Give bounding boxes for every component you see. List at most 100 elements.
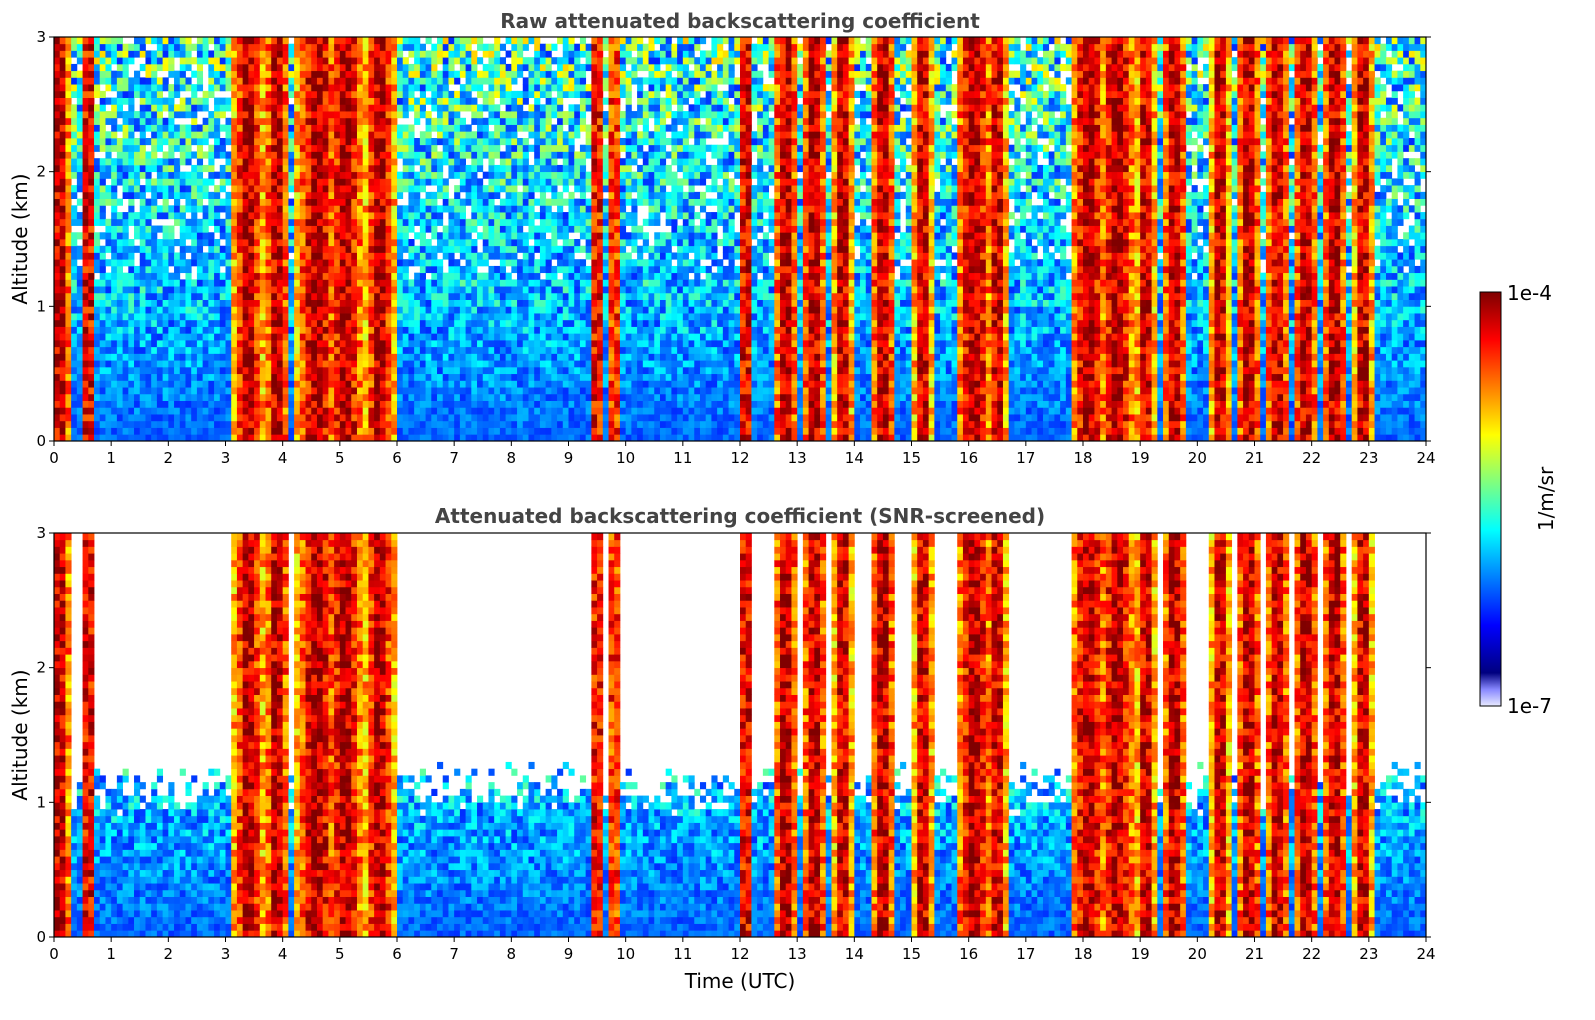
heatmap-cell <box>454 326 461 334</box>
heatmap-cell <box>202 37 209 45</box>
heatmap-cell <box>294 144 301 152</box>
heatmap-cell <box>76 158 83 166</box>
heatmap-cell <box>414 326 421 334</box>
heatmap-cell <box>362 380 369 388</box>
heatmap-cell <box>385 414 392 422</box>
heatmap-cell <box>305 252 312 260</box>
heatmap-cell <box>231 158 238 166</box>
heatmap-cell <box>522 387 529 395</box>
heatmap-cell <box>162 138 169 146</box>
heatmap-cell <box>505 171 512 179</box>
heatmap-cell <box>305 158 312 166</box>
heatmap-cell <box>345 366 352 375</box>
heatmap-cell <box>88 70 95 78</box>
heatmap-cell <box>151 292 158 300</box>
heatmap-cell <box>99 259 106 267</box>
heatmap-cell <box>356 117 364 125</box>
heatmap-cell <box>362 387 369 395</box>
heatmap-cell <box>185 205 192 213</box>
heatmap-cell <box>419 360 426 368</box>
heatmap-cell <box>402 265 409 274</box>
heatmap-cell <box>299 420 306 428</box>
heatmap-cell <box>534 151 541 159</box>
heatmap-cell <box>54 138 61 146</box>
heatmap-cell <box>339 212 346 220</box>
heatmap-cell <box>522 111 529 119</box>
heatmap-cell <box>99 232 106 240</box>
heatmap-cell <box>385 306 392 314</box>
heatmap-cell <box>248 84 255 92</box>
heatmap-cell <box>528 326 535 334</box>
heatmap-cell <box>128 414 135 422</box>
heatmap-cell <box>316 138 324 146</box>
heatmap-cell <box>202 218 209 226</box>
heatmap-cell <box>299 252 306 260</box>
heatmap-cell <box>471 333 478 341</box>
heatmap-cell <box>276 57 284 65</box>
heatmap-cell <box>65 279 72 287</box>
heatmap-cell <box>134 232 141 240</box>
heatmap-cell <box>339 151 346 159</box>
heatmap-cell <box>248 124 255 132</box>
heatmap-cell <box>82 171 89 179</box>
heatmap-cell <box>185 427 192 435</box>
heatmap-cell <box>156 131 164 139</box>
heatmap-cell <box>208 292 215 300</box>
heatmap-cell <box>231 380 238 388</box>
heatmap-cell <box>122 57 129 65</box>
heatmap-cell <box>368 393 375 401</box>
heatmap-cell <box>208 57 215 65</box>
heatmap-cell <box>545 63 552 72</box>
heatmap-cell <box>551 232 558 240</box>
heatmap-cell <box>362 360 369 368</box>
heatmap-cell <box>311 185 318 193</box>
heatmap-cell <box>437 185 444 193</box>
heatmap-cell <box>231 90 238 98</box>
heatmap-cell <box>471 77 478 85</box>
heatmap-cell <box>214 239 221 247</box>
heatmap-cell <box>551 380 558 388</box>
heatmap-cell <box>242 400 249 408</box>
heatmap-cell <box>191 387 198 395</box>
heatmap-cell <box>482 333 489 341</box>
heatmap-cell <box>202 90 209 98</box>
heatmap-cell <box>522 144 529 152</box>
heatmap-cell <box>128 104 135 112</box>
heatmap-cell <box>448 158 455 166</box>
heatmap-cell <box>128 164 135 173</box>
heatmap-cell <box>259 111 266 119</box>
heatmap-cell <box>105 292 112 300</box>
heatmap-cell <box>534 299 541 307</box>
heatmap-cell <box>122 299 129 307</box>
heatmap-cell <box>99 212 106 220</box>
heatmap-cell <box>425 158 432 166</box>
heatmap-cell <box>414 178 421 186</box>
heatmap-cell <box>402 90 409 98</box>
heatmap-cell <box>242 286 249 294</box>
heatmap-cell <box>282 111 289 119</box>
heatmap-cell <box>236 252 244 260</box>
heatmap-cell <box>59 407 66 415</box>
heatmap-cell <box>259 252 266 260</box>
heatmap-cell <box>374 313 381 321</box>
heatmap-cell <box>322 90 329 98</box>
heatmap-cell <box>82 84 89 92</box>
heatmap-cell <box>208 346 215 354</box>
heatmap-cell <box>271 259 278 267</box>
heatmap-cell <box>134 171 141 179</box>
heatmap-cell <box>71 43 78 51</box>
heatmap-cell <box>225 43 232 51</box>
heatmap-cell <box>265 97 272 105</box>
heatmap-cell <box>294 286 301 294</box>
heatmap-cell <box>551 353 558 361</box>
heatmap-cell <box>236 77 244 85</box>
heatmap-cell <box>76 414 83 422</box>
heatmap-cell <box>76 299 83 307</box>
heatmap-cell <box>505 407 512 415</box>
heatmap-cell <box>334 272 341 280</box>
heatmap-cell <box>99 171 106 179</box>
heatmap-cell <box>231 164 238 173</box>
heatmap-cell <box>379 104 386 112</box>
heatmap-cell <box>54 57 61 65</box>
heatmap-cell <box>539 164 547 173</box>
